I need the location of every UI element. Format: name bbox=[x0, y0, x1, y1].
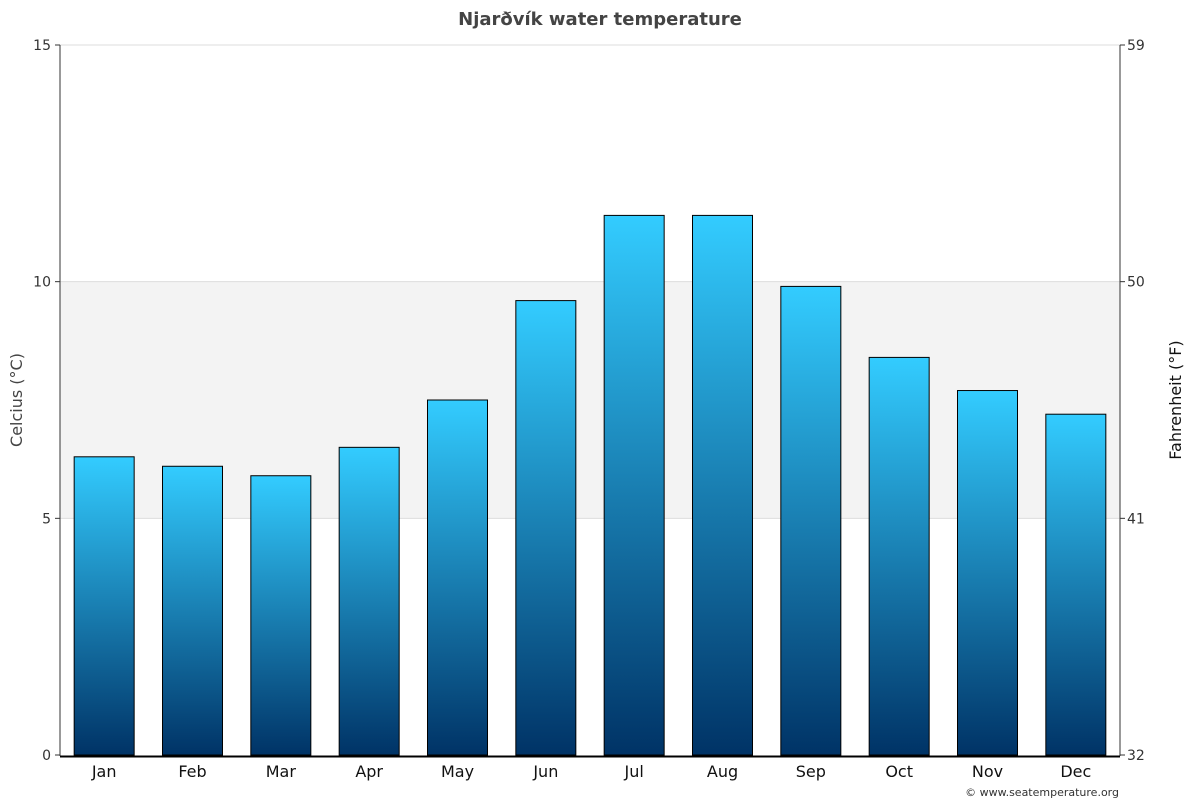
x-tick-label: Mar bbox=[266, 762, 297, 781]
bar-jan[interactable] bbox=[73, 456, 135, 756]
bar-may[interactable] bbox=[427, 399, 488, 756]
y-tick-label: 0 bbox=[42, 748, 51, 764]
highlight-band bbox=[60, 281, 1120, 519]
x-tick-label: Jun bbox=[532, 762, 558, 781]
x-tick-label: Nov bbox=[972, 762, 1003, 781]
y-right-tick-label: 32 bbox=[1127, 748, 1145, 764]
bar-jun[interactable] bbox=[515, 300, 577, 756]
bar-feb[interactable] bbox=[162, 465, 223, 756]
bar-nov[interactable] bbox=[957, 390, 1018, 756]
x-tick-label: Oct bbox=[885, 762, 913, 781]
x-tick-label: Feb bbox=[178, 762, 206, 781]
bar-dec[interactable] bbox=[1045, 413, 1107, 756]
y-tick-label: 15 bbox=[33, 38, 51, 54]
bar-mar[interactable] bbox=[250, 475, 312, 756]
y-tick-label: 10 bbox=[33, 275, 51, 291]
bar-oct[interactable] bbox=[868, 356, 930, 756]
x-tick-label: Jan bbox=[91, 762, 117, 781]
bar-apr[interactable] bbox=[338, 446, 400, 756]
x-tick-label: Aug bbox=[707, 762, 738, 781]
y-right-tick-label: 50 bbox=[1127, 275, 1145, 291]
bar-jul[interactable] bbox=[603, 214, 665, 756]
bar-sep[interactable] bbox=[780, 285, 842, 756]
y-axis-label-right: Fahrenheit (°F) bbox=[1166, 340, 1185, 459]
y-tick-label: 5 bbox=[42, 511, 51, 527]
x-tick-label: Jul bbox=[624, 762, 644, 781]
y-right-tick-label: 41 bbox=[1127, 511, 1145, 527]
chart-title: Njarðvík water temperature bbox=[458, 9, 742, 30]
x-tick-label: Sep bbox=[796, 762, 826, 781]
x-tick-label: May bbox=[441, 762, 474, 781]
credit: © www.seatemperature.org bbox=[965, 786, 1119, 799]
x-tick-label: Dec bbox=[1060, 762, 1091, 781]
y-axis-label-left: Celcius (°C) bbox=[7, 353, 26, 447]
y-right-tick-label: 59 bbox=[1127, 38, 1145, 54]
x-tick-label: Apr bbox=[355, 762, 383, 781]
bar-aug[interactable] bbox=[692, 214, 753, 756]
